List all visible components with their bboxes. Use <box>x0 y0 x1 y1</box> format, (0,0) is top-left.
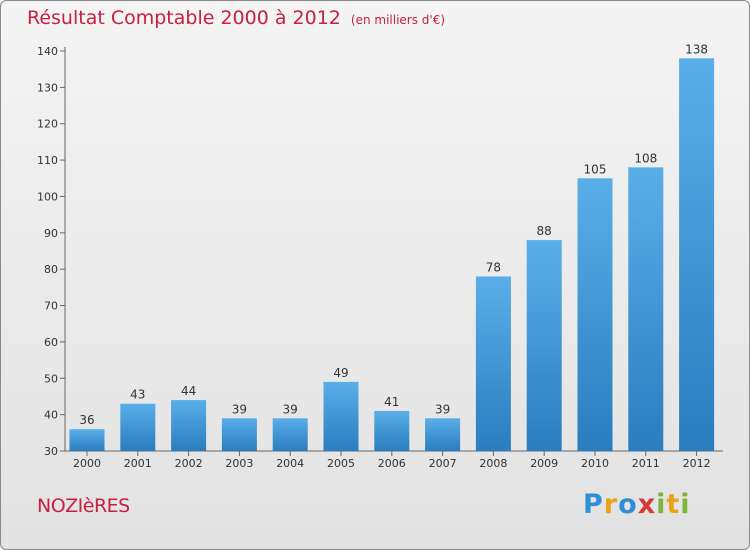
commune-name: NOZIèRES <box>37 495 130 517</box>
data-label: 43 <box>130 388 145 402</box>
x-tick-label: 2012 <box>683 457 711 470</box>
data-label: 36 <box>79 413 94 427</box>
bar-2012 <box>679 58 715 451</box>
x-tick-label: 2010 <box>581 457 609 470</box>
bar-2010 <box>577 178 613 452</box>
y-tick-label: 80 <box>44 263 58 276</box>
x-tick-label: 2009 <box>530 457 558 470</box>
x-tick-label: 2001 <box>124 457 152 470</box>
bar-2006 <box>374 411 410 451</box>
x-tick-label: 2006 <box>378 457 406 470</box>
data-label: 44 <box>181 384 196 398</box>
y-tick-label: 90 <box>44 227 58 240</box>
bar-2004 <box>272 418 308 451</box>
y-tick-label: 130 <box>37 81 58 94</box>
y-tick-label: 60 <box>44 336 58 349</box>
data-label: 41 <box>384 395 399 409</box>
proxiti-logo[interactable]: Proxiti <box>583 489 691 520</box>
x-tick-label: 2003 <box>225 457 253 470</box>
y-tick-label: 110 <box>37 154 58 167</box>
x-tick-label: 2011 <box>632 457 660 470</box>
bar-2000 <box>69 429 105 451</box>
unit-label: (en milliers d'€) <box>350 13 446 27</box>
data-label: 49 <box>333 366 348 380</box>
data-label: 105 <box>584 162 607 176</box>
data-label: 39 <box>283 402 298 416</box>
y-tick-label: 140 <box>37 45 58 58</box>
bar-2005 <box>323 381 359 451</box>
x-tick-label: 2005 <box>327 457 355 470</box>
title-text: Résultat Comptable 2000 à 2012 <box>27 7 341 29</box>
y-tick-label: 50 <box>44 372 58 385</box>
y-tick-label: 40 <box>44 409 58 422</box>
x-tick-label: 2007 <box>429 457 457 470</box>
bar-2002 <box>171 400 207 451</box>
y-tick-label: 100 <box>37 190 58 203</box>
bar-2011 <box>628 167 664 451</box>
y-tick-label: 70 <box>44 300 58 313</box>
x-tick-label: 2008 <box>479 457 507 470</box>
bar-2003 <box>221 418 257 451</box>
data-label: 108 <box>634 151 657 165</box>
x-tick-label: 2004 <box>276 457 304 470</box>
data-label: 78 <box>486 260 501 274</box>
data-label: 138 <box>685 42 708 56</box>
data-label: 39 <box>435 402 450 416</box>
y-tick-label: 30 <box>44 445 58 458</box>
bar-2009 <box>526 240 562 451</box>
y-tick-label: 120 <box>37 118 58 131</box>
bar-2008 <box>475 276 511 451</box>
x-tick-label: 2000 <box>73 457 101 470</box>
data-label: 39 <box>232 402 247 416</box>
data-label: 88 <box>537 224 552 238</box>
bar-2001 <box>120 403 156 451</box>
x-tick-label: 2002 <box>175 457 203 470</box>
bar-2007 <box>425 418 461 451</box>
chart-title: Résultat Comptable 2000 à 2012 (en millie… <box>27 7 445 29</box>
